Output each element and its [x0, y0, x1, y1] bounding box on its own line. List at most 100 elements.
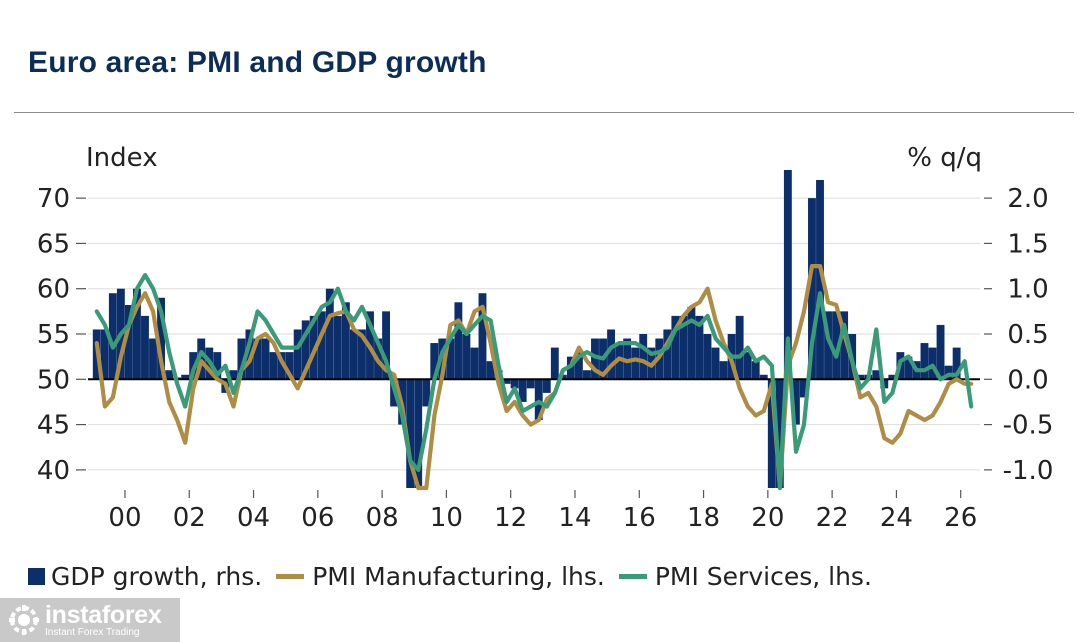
- right-tick-label: 0.5: [1007, 320, 1048, 350]
- gdp-bar: [550, 347, 559, 380]
- chart-title: Euro area: PMI and GDP growth: [28, 46, 487, 79]
- gdp-bar: [454, 302, 463, 380]
- gdp-bar: [751, 361, 760, 380]
- gdp-bar: [157, 297, 165, 380]
- gdp-bar: [141, 315, 149, 380]
- gdp-bar: [936, 324, 945, 380]
- gdp-bar: [349, 329, 358, 380]
- left-tick-label: 50: [37, 365, 70, 395]
- right-tick-label: 2.0: [1007, 184, 1048, 214]
- pmi-services-line: [94, 273, 974, 491]
- right-tick-label: -1.0: [1003, 456, 1054, 486]
- gdp-bar: [904, 356, 913, 380]
- chart-legend: GDP growth, rhs. PMI Manufacturing, lhs.…: [28, 558, 886, 594]
- gdp-bar: [679, 315, 688, 380]
- gdp-bar: [422, 379, 431, 407]
- gdp-bar: [775, 379, 784, 488]
- legend-label-services: PMI Services, lhs.: [654, 561, 872, 591]
- gdp-bar: [108, 293, 117, 380]
- logo-tagline: Instant Forex Trading: [45, 626, 140, 638]
- gdp-bar: [791, 379, 800, 425]
- gdp-bar: [382, 311, 390, 380]
- gdp-bar: [446, 338, 455, 380]
- x-tick-label: 10: [430, 503, 463, 533]
- pmi-lines: [94, 264, 974, 491]
- gdp-bar: [671, 315, 680, 380]
- gdp-bar: [317, 311, 326, 380]
- gdp-bar: [607, 329, 616, 380]
- x-tick-label: 06: [301, 503, 334, 533]
- gdp-bar: [574, 352, 583, 380]
- gdp-bar: [486, 361, 495, 380]
- x-tick-label: 20: [751, 503, 784, 533]
- gdp-bar: [430, 343, 439, 380]
- gdp-bars: [92, 170, 961, 488]
- x-tick-label: 14: [558, 503, 591, 533]
- logo-gear-icon: [9, 605, 39, 635]
- x-tick-label: 00: [108, 503, 141, 533]
- chart-plot: 40 45 50 55 60 65 70 -1.0 -0.5 0.0 0.5 1.0 1.5 2.0 0…: [37, 143, 1054, 533]
- gdp-bar: [100, 329, 109, 380]
- gdp-bar: [824, 311, 832, 380]
- x-tick-label: 24: [880, 503, 913, 533]
- gdp-bar: [414, 379, 423, 488]
- gdp-bar: [333, 315, 342, 380]
- gdp-bar: [711, 347, 720, 380]
- gdp-bar: [253, 338, 262, 380]
- right-tick-label: 1.5: [1007, 229, 1048, 259]
- gdp-bar: [703, 334, 712, 380]
- gdp-bar: [542, 379, 551, 393]
- x-tick-label: 16: [623, 503, 656, 533]
- right-tick-label: 0.0: [1007, 365, 1048, 395]
- left-axis-ticks: 40 45 50 55 60 65 70: [37, 184, 86, 486]
- gdp-bar: [663, 329, 672, 380]
- gdp-bar: [583, 370, 591, 380]
- gdp-bar: [269, 352, 278, 380]
- logo-name: instaforex: [45, 600, 162, 629]
- gdp-bar: [623, 338, 632, 380]
- gdp-bar: [928, 347, 937, 380]
- gdp-bar: [767, 379, 776, 488]
- left-tick-label: 45: [37, 411, 70, 441]
- gdp-bar: [944, 365, 953, 380]
- gdp-bar: [293, 329, 302, 380]
- gdp-bar: [872, 370, 881, 380]
- gdp-bar: [743, 352, 752, 380]
- gdp-bar: [639, 334, 648, 380]
- legend-item-manufacturing: PMI Manufacturing, lhs.: [276, 562, 605, 591]
- logo-text: instaforex Instant Forex Trading: [45, 600, 162, 638]
- left-tick-label: 70: [37, 184, 70, 214]
- gdp-bar: [759, 374, 768, 380]
- gdp-bar: [631, 347, 640, 380]
- gdp-bar: [133, 288, 141, 380]
- legend-swatch-manufacturing: [276, 573, 305, 579]
- gdp-bar: [783, 170, 792, 380]
- left-tick-label: 40: [37, 456, 70, 486]
- gdp-bar: [526, 379, 535, 389]
- gdp-bar: [591, 338, 599, 380]
- gdp-bar: [245, 329, 254, 380]
- gdp-bar: [719, 361, 728, 380]
- gdp-bar: [888, 374, 897, 380]
- gdp-bar: [325, 288, 334, 380]
- gdp-bar: [197, 338, 206, 380]
- gdp-bar: [462, 334, 471, 380]
- left-tick-label: 55: [37, 320, 70, 350]
- legend-swatch-services: [618, 573, 647, 579]
- legend-swatch-gdp: [28, 567, 45, 585]
- left-tick-label: 65: [37, 229, 70, 259]
- right-tick-label: 1.0: [1007, 275, 1048, 305]
- x-tick-label: 08: [366, 503, 399, 533]
- right-tick-label: -0.5: [1003, 411, 1054, 441]
- gdp-bar: [502, 379, 511, 384]
- legend-label-manufacturing: PMI Manufacturing, lhs.: [312, 561, 605, 591]
- gdp-bar: [261, 338, 270, 380]
- gdp-bar: [816, 180, 824, 380]
- gdp-bar: [358, 329, 366, 380]
- gdp-bar: [124, 305, 133, 380]
- x-tick-label: 04: [237, 503, 270, 533]
- instaforex-logo: instaforex Instant Forex Trading: [0, 598, 180, 642]
- left-tick-label: 60: [37, 275, 70, 305]
- gdp-bar: [920, 343, 929, 380]
